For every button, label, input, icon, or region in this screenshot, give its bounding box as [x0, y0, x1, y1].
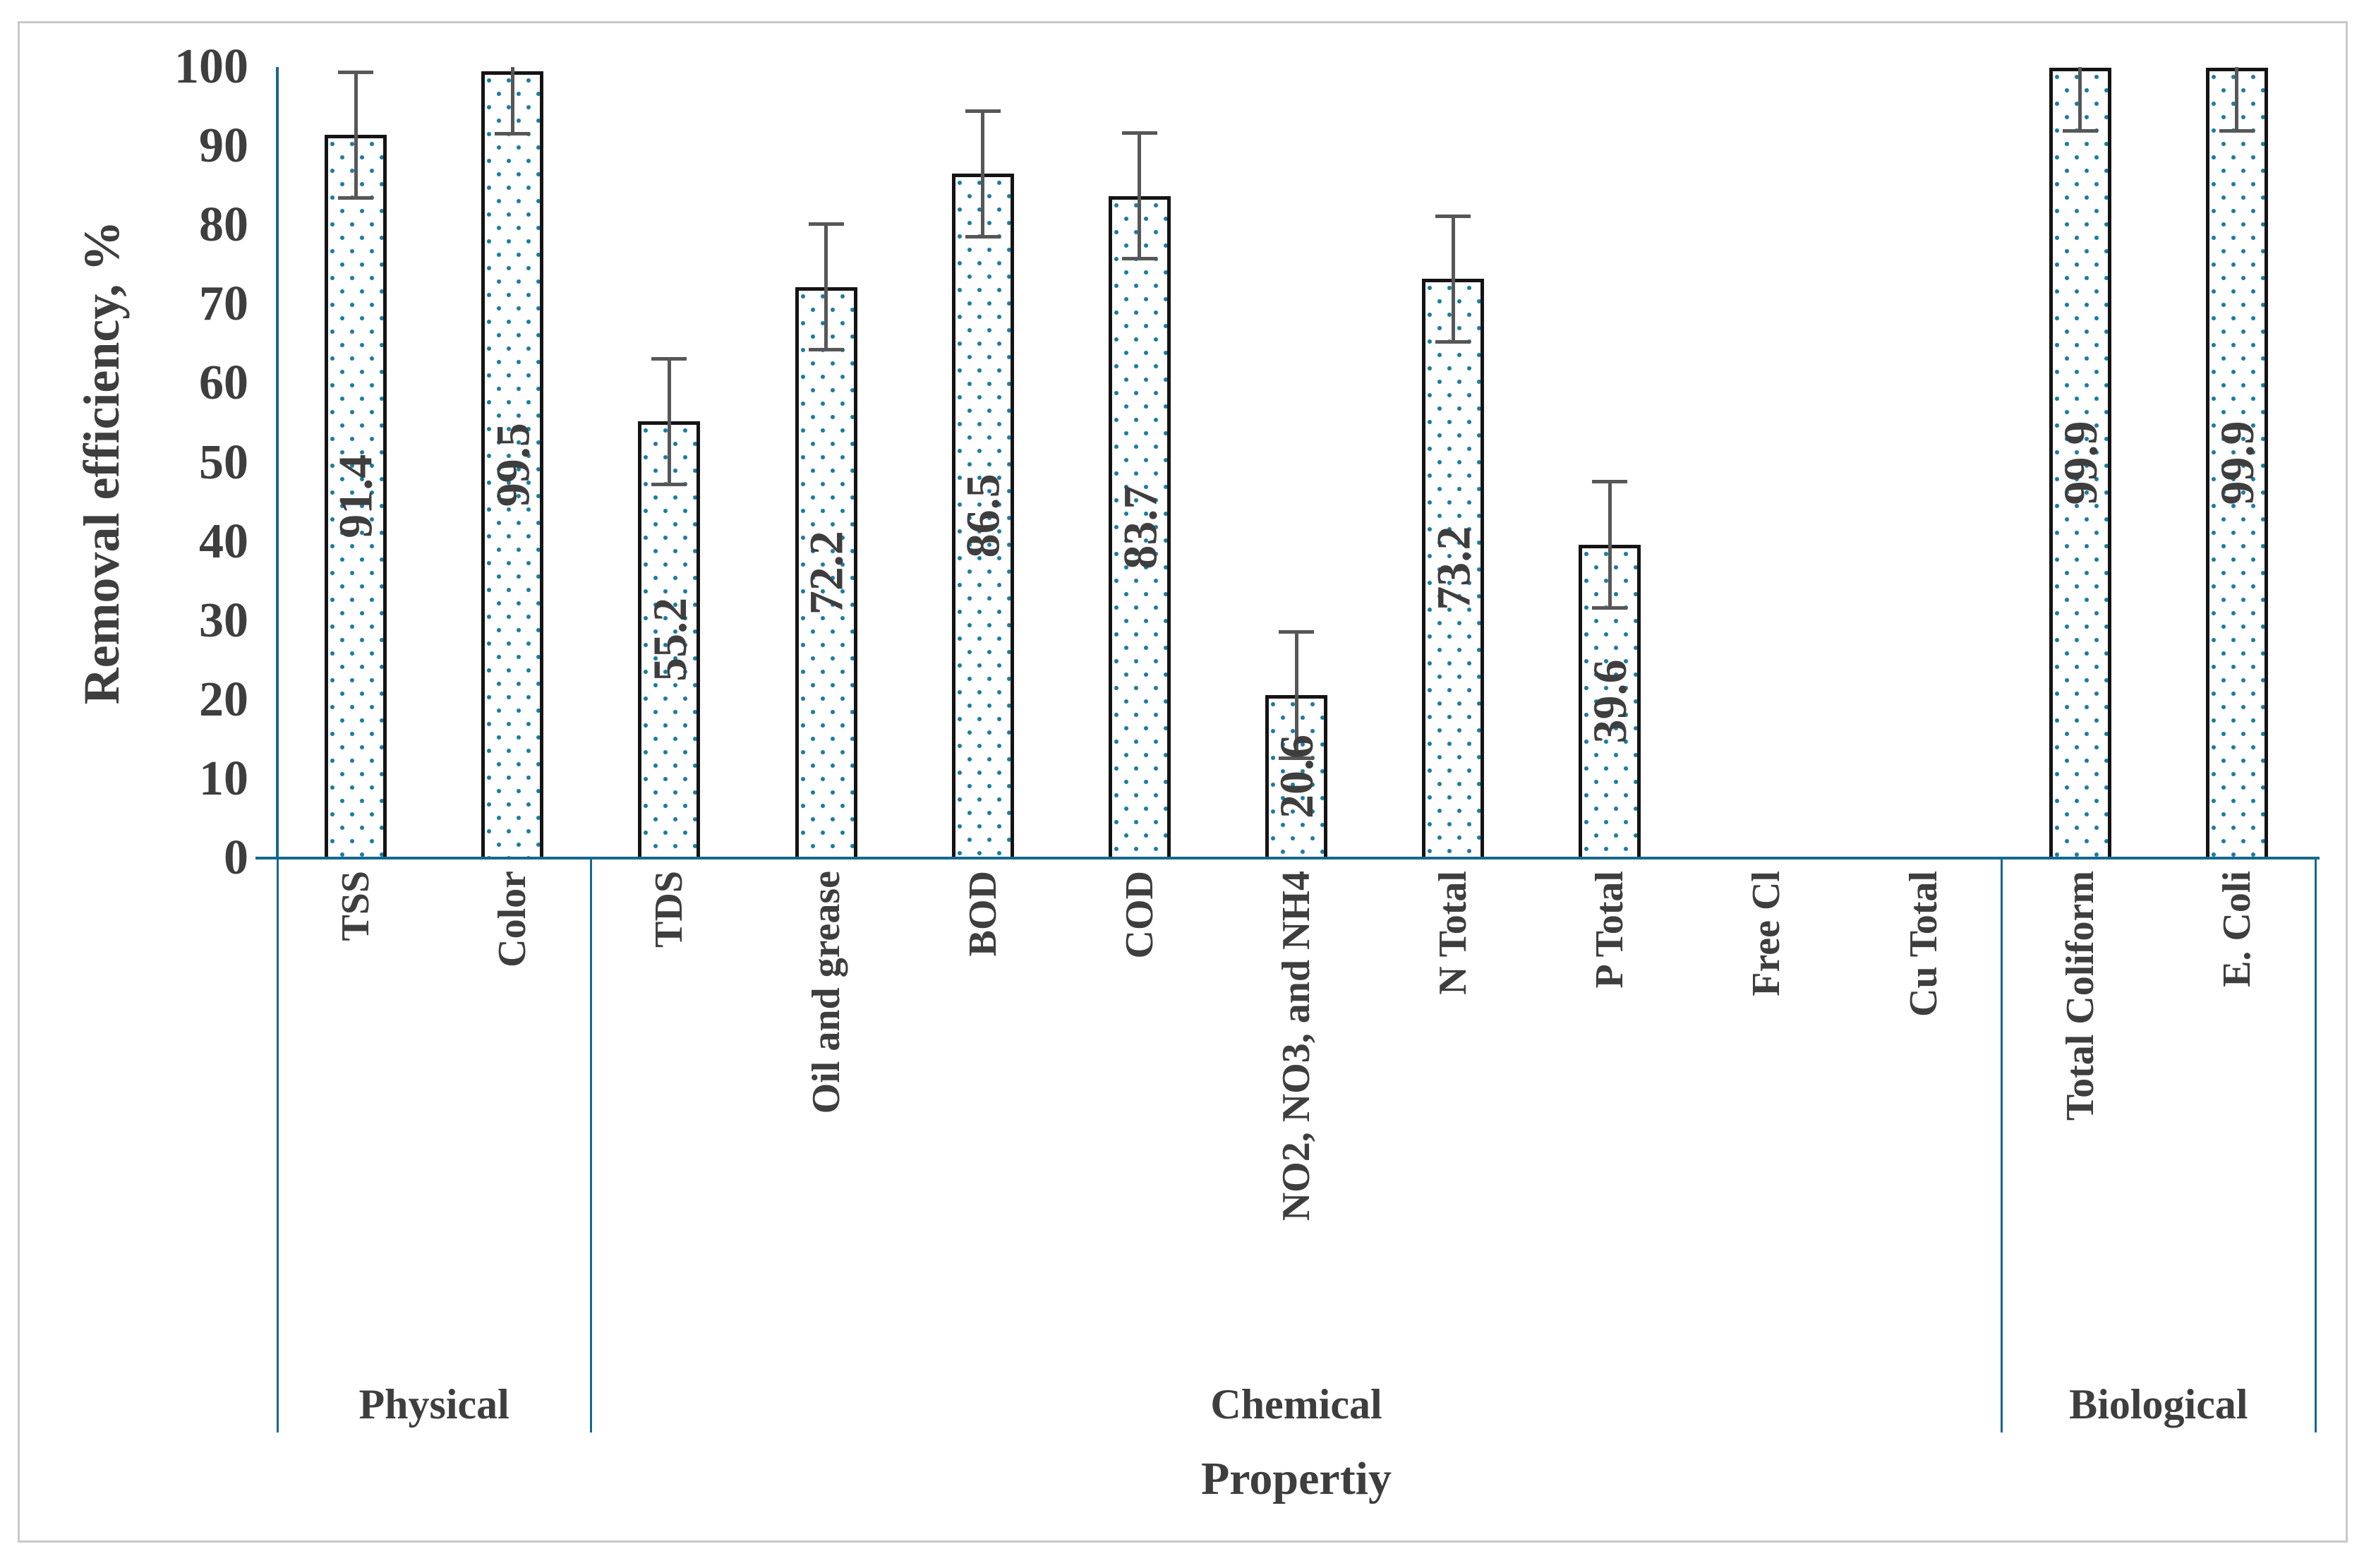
category-label: Oil and grease [804, 871, 848, 1114]
y-tick-label: 70 [199, 277, 248, 332]
error-bar-line [354, 71, 358, 199]
error-bar-line [510, 67, 514, 135]
bar-data-label: 86.5 [955, 474, 1010, 558]
category-label: Free Cl [1744, 871, 1789, 996]
figure-frame [18, 21, 2348, 1543]
error-bar-cap-top [808, 222, 844, 226]
category-label: TDS [647, 871, 692, 948]
group-separator [2314, 858, 2317, 1433]
bar-data-label: 99.9 [2209, 421, 2264, 505]
error-bar-line [1451, 215, 1455, 343]
group-label-physical: Physical [358, 1381, 509, 1428]
y-tick-label: 90 [199, 119, 248, 174]
error-bar-cap-bottom [1435, 340, 1471, 344]
error-bar-line [981, 110, 985, 237]
y-axis-line [276, 67, 279, 860]
error-bar-cap-top [1121, 131, 1157, 135]
bar-data-label: 99.5 [486, 422, 540, 507]
error-bar-line [1608, 481, 1612, 608]
bar-data-label: 20.6 [1269, 735, 1323, 819]
error-bar-cap-bottom [338, 196, 374, 200]
error-bar-cap-top [651, 356, 687, 361]
bar-Color [481, 71, 544, 858]
category-label: NO2, NO3, and NH4 [1274, 871, 1318, 1222]
category-label: BOD [960, 871, 1005, 957]
y-tick-label: 40 [199, 514, 248, 569]
y-axis-title: Removal efficiency, % [73, 220, 130, 705]
error-bar-cap-bottom [495, 132, 531, 136]
bar-data-label: 83.7 [1112, 485, 1166, 569]
error-bar-line [2235, 67, 2239, 131]
bar-TSS [325, 135, 387, 858]
error-bar-line [824, 223, 828, 351]
error-bar-cap-top [338, 70, 374, 74]
group-label-chemical: Chemical [1210, 1381, 1382, 1428]
bar-data-label: 99.9 [2053, 421, 2107, 505]
bar-Total Coliform [2049, 68, 2111, 858]
error-bar-line [2078, 67, 2082, 131]
category-label: Cu Total [1901, 871, 1946, 1017]
group-separator [2001, 858, 2003, 1433]
category-label: E. Coli [2214, 871, 2259, 987]
category-label: COD [1117, 871, 1162, 959]
bar-BOD [951, 174, 1014, 858]
y-tick-label: 0 [224, 831, 248, 885]
y-tick-label: 50 [199, 435, 248, 490]
y-tick-label: 60 [199, 356, 248, 411]
error-bar-cap-top [1279, 630, 1314, 634]
category-label: N Total [1431, 871, 1476, 995]
category-label: Total Coliform [2058, 871, 2102, 1121]
error-bar-line [667, 358, 671, 485]
error-bar-cap-bottom [651, 482, 687, 486]
x-axis-title: Propertiy [1200, 1453, 1392, 1504]
error-bar-cap-bottom [2219, 128, 2255, 133]
error-bar-cap-bottom [965, 235, 1001, 239]
y-tick-label: 80 [199, 198, 248, 253]
y-tick-label: 30 [199, 593, 248, 648]
category-label: Color [490, 871, 535, 967]
error-bar-line [1294, 632, 1298, 759]
error-bar-cap-bottom [1121, 257, 1157, 261]
bar-TDS [638, 421, 701, 858]
group-label-biological: Biological [2069, 1381, 2248, 1428]
error-bar-line [1138, 133, 1142, 260]
bar-COD [1108, 195, 1171, 858]
y-tick-label: 100 [174, 40, 248, 94]
bar-data-label: 72.2 [799, 530, 853, 615]
category-label: P Total [1588, 871, 1632, 989]
bar-N Total [1422, 279, 1485, 858]
error-bar-cap-bottom [1592, 605, 1628, 610]
bar-data-label: 73.2 [1426, 526, 1480, 611]
x-axis-line [255, 857, 2320, 860]
error-bar-cap-top [1435, 214, 1471, 218]
bar-E. Coli [2205, 68, 2268, 858]
error-bar-cap-bottom [1279, 756, 1314, 760]
error-bar-cap-top [1592, 480, 1628, 484]
bar-data-label: 39.6 [1583, 659, 1637, 744]
group-separator [276, 858, 279, 1433]
bar-data-label: 55.2 [642, 598, 696, 682]
category-label: TSS [334, 871, 378, 941]
group-separator [589, 858, 592, 1433]
y-tick-label: 10 [199, 751, 248, 806]
error-bar-cap-bottom [808, 348, 844, 352]
error-bar-cap-bottom [2062, 128, 2098, 133]
y-tick-label: 20 [199, 672, 248, 727]
error-bar-cap-top [965, 109, 1001, 113]
bar-Oil and grease [795, 287, 857, 858]
bar-data-label: 91.4 [329, 454, 383, 539]
